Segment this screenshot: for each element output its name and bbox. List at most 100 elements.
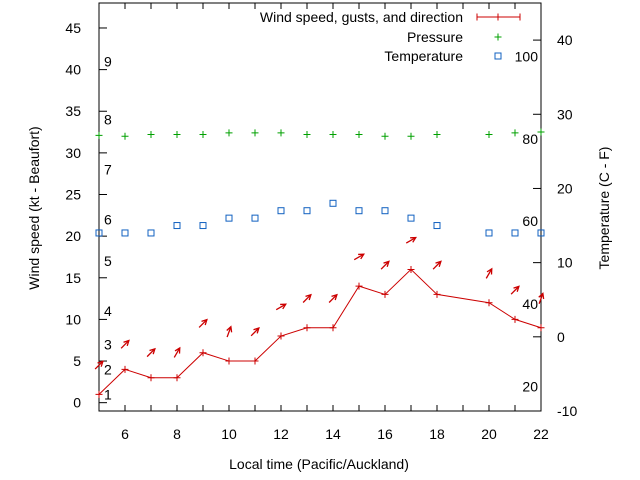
- temperature-point: [225, 214, 233, 222]
- pressure-point: [407, 132, 415, 140]
- wind-arrow-shaft: [353, 253, 365, 261]
- wind-arrow: [405, 236, 417, 244]
- y-left-tick-label: 45: [65, 20, 81, 36]
- pressure-point: [511, 129, 519, 137]
- beaufort-label: 7: [104, 162, 112, 178]
- wind-point: [303, 324, 311, 332]
- wind-point: [485, 299, 493, 307]
- wind-arrow-head: [410, 236, 417, 243]
- wind-arrow: [538, 292, 545, 304]
- wind-point: [381, 290, 389, 298]
- wind-point: [355, 282, 363, 290]
- wind-arrow-shaft: [146, 348, 156, 358]
- fahrenheit-label: 60: [522, 213, 538, 229]
- wind-line: [98, 268, 542, 395]
- temperature-point: [329, 199, 337, 207]
- wind-direction-arrows: [94, 236, 545, 370]
- wind-arrow-shaft: [328, 294, 338, 303]
- wind-arrow: [275, 303, 287, 311]
- y-right-tick-label: 20: [557, 180, 573, 196]
- plot-frame: [98, 2, 542, 412]
- temperature-point: [381, 207, 389, 215]
- wind-arrow: [120, 339, 130, 349]
- beaufort-label: 2: [104, 361, 112, 377]
- x-tick-label: 16: [377, 426, 393, 442]
- temperature-point: [511, 229, 519, 237]
- fahrenheit-label: 40: [522, 296, 538, 312]
- wind-arrow: [226, 325, 233, 338]
- wind-arrow: [353, 253, 365, 261]
- temperature-point: [355, 207, 363, 215]
- wind-arrow: [432, 260, 442, 270]
- x-axis-label: Local time (Pacific/Auckland): [229, 456, 409, 472]
- wind-arrow-head: [253, 327, 260, 334]
- beaufort-label: 3: [104, 336, 112, 352]
- pressure-point: [381, 132, 389, 140]
- temperature-point: [251, 214, 259, 222]
- wind-arrow-shaft: [510, 285, 520, 295]
- wind-arrow-head: [486, 267, 493, 275]
- wind-arrow-head: [513, 285, 520, 292]
- wind-arrow-shaft: [302, 294, 312, 303]
- temperature-point: [485, 229, 493, 237]
- y-right-tick-label: 0: [557, 329, 565, 345]
- beaufort-scale: 1 2 3 4 5 6 7 8 9: [104, 53, 112, 402]
- temperature-point: [199, 222, 207, 230]
- wind-point: [251, 357, 259, 365]
- wind-arrow: [302, 293, 312, 303]
- plot-border: [98, 2, 542, 412]
- wind-arrow-shaft: [275, 303, 287, 311]
- pressure-point: [433, 131, 441, 139]
- wind-point: [121, 365, 129, 373]
- wind-point: [199, 349, 207, 357]
- wind-arrow-shaft: [432, 260, 442, 270]
- wind-arrow-shaft: [173, 347, 181, 358]
- wind-arrow-head: [174, 346, 181, 354]
- wind-arrow: [173, 346, 181, 358]
- wind-arrow-shaft: [226, 326, 232, 338]
- legend-label: Pressure: [407, 29, 463, 45]
- wind-arrow: [380, 260, 390, 270]
- x-axis: 6 8 10 12 14 16 18 20 22: [98, 3, 549, 442]
- y-left-tick-label: 25: [65, 187, 81, 203]
- pressure-point: [199, 131, 207, 139]
- wind-arrow-shaft: [380, 260, 390, 270]
- wind-point: [95, 390, 103, 398]
- y-axis-left: 0 5 10 15 20 25 30 35 40 45: [65, 20, 107, 411]
- wind-arrow-head: [305, 293, 312, 301]
- pressure-point: [251, 129, 259, 137]
- wind-arrow-shaft: [538, 293, 544, 304]
- legend-entry: Wind speed, gusts, and direction: [260, 9, 521, 25]
- wind-point: [511, 315, 519, 323]
- x-tick-label: 22: [533, 426, 549, 442]
- fahrenheit-label: 20: [522, 379, 538, 395]
- y-right-tick-label: 40: [557, 32, 573, 48]
- y-right-tick-label: 30: [557, 106, 573, 122]
- legend-label: Temperature: [384, 48, 463, 64]
- wind-point: [433, 290, 441, 298]
- pressure-point: [95, 131, 103, 139]
- wind-arrow: [485, 267, 493, 279]
- temperature-point: [303, 207, 311, 215]
- wind-arrow-head: [331, 293, 338, 301]
- beaufort-label: 6: [104, 211, 112, 227]
- wind-arrow-head: [226, 325, 233, 333]
- wind-arrow: [510, 285, 520, 295]
- y-left-tick-label: 35: [65, 103, 81, 119]
- wind-point: [277, 332, 285, 340]
- temperature-series: [95, 199, 545, 237]
- wind-arrow-head: [149, 347, 156, 355]
- wind-arrow-shaft: [120, 340, 130, 349]
- wind-point: [147, 374, 155, 382]
- pressure-point: [485, 131, 493, 139]
- wind-point: [407, 265, 415, 273]
- wind-arrow-head: [538, 292, 545, 300]
- fahrenheit-scale: 20 40 60 80 100: [515, 48, 539, 394]
- fahrenheit-label: 80: [522, 131, 538, 147]
- pressure-point: [329, 131, 337, 139]
- legend: Wind speed, gusts, and direction Pressure…: [260, 9, 521, 64]
- beaufort-label: 9: [104, 53, 112, 69]
- x-tick-label: 6: [121, 426, 129, 442]
- pressure-point: [537, 128, 545, 136]
- temperature-point: [407, 214, 415, 222]
